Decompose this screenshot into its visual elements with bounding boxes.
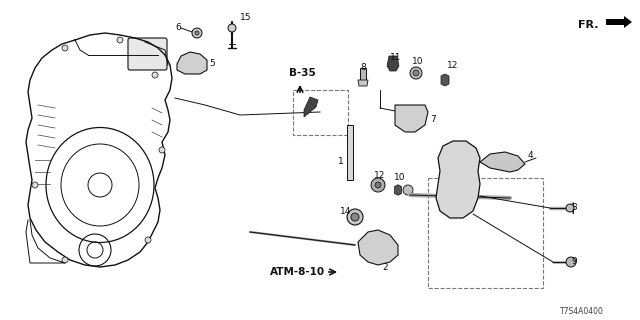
Polygon shape bbox=[304, 97, 318, 117]
Circle shape bbox=[452, 190, 464, 202]
Circle shape bbox=[228, 24, 236, 32]
Text: 10: 10 bbox=[394, 173, 406, 182]
Polygon shape bbox=[358, 230, 398, 265]
Text: 13: 13 bbox=[462, 183, 474, 193]
Text: 2: 2 bbox=[382, 263, 388, 273]
Text: 6: 6 bbox=[175, 23, 180, 33]
Polygon shape bbox=[358, 80, 368, 86]
Text: 14: 14 bbox=[340, 207, 351, 217]
Polygon shape bbox=[360, 68, 366, 80]
Text: FR.: FR. bbox=[578, 20, 598, 30]
Text: 7: 7 bbox=[430, 116, 436, 124]
Text: 10: 10 bbox=[412, 58, 424, 67]
Polygon shape bbox=[387, 56, 399, 71]
Text: ATM-8-10: ATM-8-10 bbox=[270, 267, 325, 277]
Text: T7S4A0400: T7S4A0400 bbox=[560, 308, 604, 316]
Circle shape bbox=[195, 31, 199, 35]
Circle shape bbox=[410, 67, 422, 79]
Polygon shape bbox=[375, 242, 385, 252]
Circle shape bbox=[152, 72, 158, 78]
Circle shape bbox=[566, 204, 574, 212]
Circle shape bbox=[192, 28, 202, 38]
Text: 11: 11 bbox=[390, 53, 401, 62]
Text: 12: 12 bbox=[374, 171, 385, 180]
Bar bbox=[428, 178, 543, 288]
Circle shape bbox=[145, 237, 151, 243]
Text: 15: 15 bbox=[240, 13, 252, 22]
Polygon shape bbox=[177, 52, 207, 74]
Circle shape bbox=[117, 37, 123, 43]
Text: 12: 12 bbox=[447, 60, 458, 69]
Polygon shape bbox=[395, 105, 428, 132]
Circle shape bbox=[347, 209, 363, 225]
Circle shape bbox=[566, 257, 576, 267]
Text: 1: 1 bbox=[338, 157, 344, 166]
Circle shape bbox=[371, 178, 385, 192]
Text: B-35: B-35 bbox=[289, 68, 316, 78]
Polygon shape bbox=[394, 185, 401, 195]
Circle shape bbox=[413, 70, 419, 76]
Text: 8: 8 bbox=[360, 63, 365, 73]
Polygon shape bbox=[436, 141, 480, 218]
Bar bbox=[293, 90, 348, 135]
Circle shape bbox=[159, 147, 165, 153]
Circle shape bbox=[403, 185, 413, 195]
Bar bbox=[347, 125, 353, 180]
Circle shape bbox=[62, 257, 68, 263]
Text: 9: 9 bbox=[571, 258, 577, 267]
Circle shape bbox=[375, 182, 381, 188]
Circle shape bbox=[32, 182, 38, 188]
Polygon shape bbox=[441, 74, 449, 86]
Text: 5: 5 bbox=[209, 60, 215, 68]
Circle shape bbox=[446, 184, 470, 208]
FancyBboxPatch shape bbox=[128, 38, 167, 70]
FancyArrow shape bbox=[606, 16, 632, 28]
Polygon shape bbox=[480, 152, 525, 172]
Circle shape bbox=[62, 45, 68, 51]
Text: 4: 4 bbox=[528, 150, 534, 159]
Circle shape bbox=[351, 213, 359, 221]
Text: 3: 3 bbox=[571, 204, 577, 212]
